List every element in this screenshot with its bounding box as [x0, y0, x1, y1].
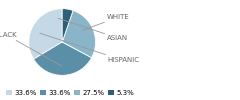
Text: HISPANIC: HISPANIC — [40, 33, 139, 63]
Wedge shape — [34, 42, 92, 75]
Text: BLACK: BLACK — [0, 32, 62, 66]
Wedge shape — [62, 9, 73, 42]
Wedge shape — [29, 9, 62, 59]
Text: ASIAN: ASIAN — [58, 18, 128, 41]
Text: WHITE: WHITE — [83, 14, 130, 30]
Wedge shape — [62, 10, 96, 58]
Legend: 33.6%, 33.6%, 27.5%, 5.3%: 33.6%, 33.6%, 27.5%, 5.3% — [6, 90, 134, 96]
